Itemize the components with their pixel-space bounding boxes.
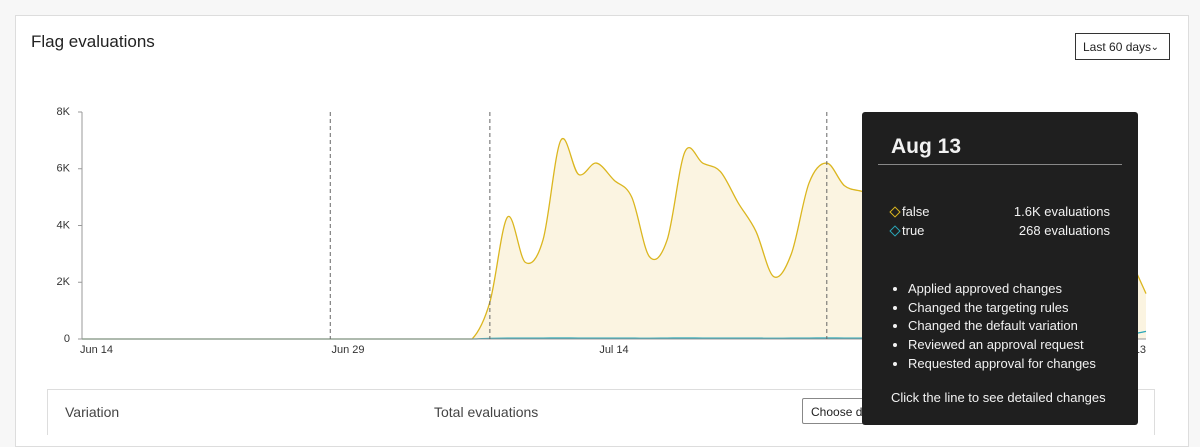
change-item: Changed the default variation [908,317,1096,336]
table-header: Total evaluations [434,404,539,420]
legend-value: 1.6K evaluations [1013,204,1110,219]
x-tick-label: Jun 14 [80,344,113,356]
y-tick-label: 6K [57,163,71,175]
tooltip-date: Aug 13 [891,135,962,158]
y-tick-label: 4K [57,219,71,231]
change-item: Applied approved changes [908,280,1096,299]
divider [878,164,1122,165]
legend-label: false [902,204,930,219]
chevron: ⌄ [1150,42,1159,53]
change-list: Applied approved changesChanged the targ… [886,280,1096,374]
change-item: Changed the targeting rules [908,299,1096,318]
legend-swatch [889,206,901,218]
x-tick-label: Jul 14 [599,344,628,356]
title: Flag evaluations [31,32,155,51]
range-label: Last 60 days [1083,40,1152,54]
page: Flag evaluations Last 60 days ⌄ 0 2K 4K 6K 8K… [0,0,1200,435]
range-dropdown[interactable]: Last 60 days ⌄ [1075,33,1170,60]
x-tick-label: Jun 29 [331,344,364,356]
y-tick-label: 0 [64,333,70,345]
y-tick-label: 2K [57,276,71,288]
table: Variation Total evaluations Choose d [47,389,1155,435]
tooltip-hint: Click the line to see detailed changes [891,390,1106,405]
tooltip: Aug 13 false 1.6K evaluations true 268 eval… [862,112,1138,425]
legend-label: true [902,222,925,238]
change-item: Reviewed an approval request [908,336,1096,355]
table-header: Variation [65,404,120,420]
legend-swatch [889,224,901,237]
legend-value: 268 evaluations [1018,222,1110,238]
change-item: Requested approval for changes [908,355,1096,374]
y-tick-label: 8K [57,106,71,118]
